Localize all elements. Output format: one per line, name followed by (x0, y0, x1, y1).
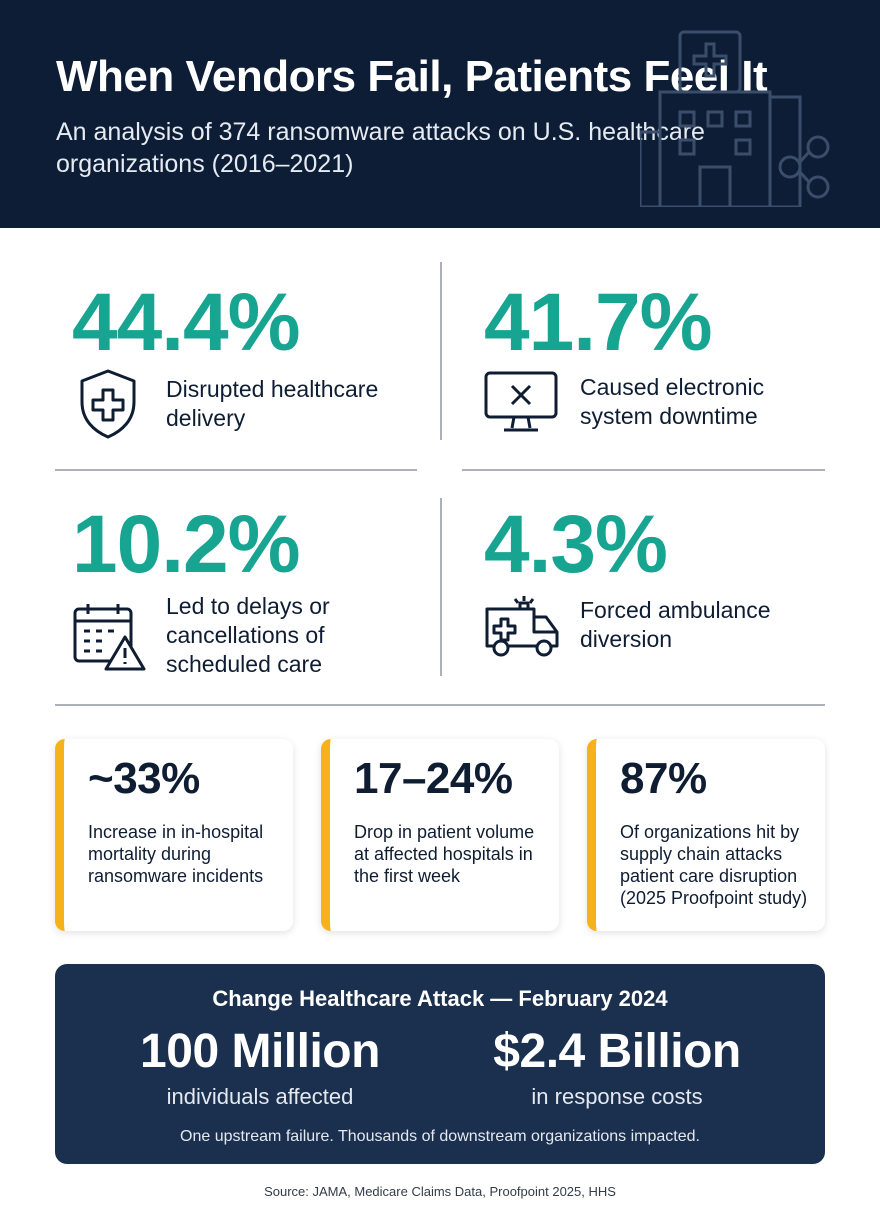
stat-value: 44.4% (72, 277, 301, 368)
divider-horizontal (462, 469, 825, 471)
divider-horizontal (55, 704, 825, 706)
stat-ambulance-diversion: 4.3% Forced ambulance diversion (484, 504, 824, 684)
divider-vertical (440, 262, 442, 440)
stat-label: Led to delays or cancellations of schedu… (166, 593, 330, 677)
ambulance-icon (485, 596, 559, 657)
shield-cross-icon (80, 369, 136, 439)
callout-left-label: individuals affected (166, 1084, 354, 1109)
card-text: Increase in in-hospital mortality during… (88, 822, 264, 886)
stat-label: Forced ambulance diversion (580, 597, 771, 652)
stat-label: Disrupted healthcare delivery (166, 376, 379, 431)
calendar-warning-icon (73, 603, 146, 670)
card-supply-chain: 87% Of organizations hit by supply chain… (587, 739, 825, 931)
card-value: 17–24% (354, 754, 513, 803)
callout-right-value: $2.4 Billion (493, 1025, 741, 1078)
divider-horizontal (55, 469, 417, 471)
stat-value: 4.3% (484, 499, 668, 590)
divider-vertical (440, 498, 442, 676)
card-mortality: ~33% Increase in in-hospital mortality d… (55, 739, 293, 931)
card-patient-volume: 17–24% Drop in patient volume at affecte… (321, 739, 559, 931)
stat-system-downtime: 41.7% Caused electronic system downtime (484, 282, 824, 442)
callout-individuals: 100 Million individuals affected (120, 1028, 400, 1110)
stat-value: 10.2% (72, 499, 301, 590)
card-text: Of organizations hit by supply chain att… (620, 822, 808, 908)
callout-left-value: 100 Million (140, 1025, 380, 1078)
callout-costs: $2.4 Billion in response costs (467, 1028, 767, 1110)
callout-footnote: One upstream failure. Thousands of downs… (180, 1128, 700, 1145)
stat-value: 41.7% (484, 277, 713, 368)
source-note: Source: JAMA, Medicare Claims Data, Proo… (264, 1184, 616, 1199)
stat-disrupted-delivery: 44.4% Disrupted healthcare delivery (72, 282, 432, 442)
page-title: When Vendors Fail, Patients Feel It (56, 52, 768, 101)
stat-delays-cancellations: 10.2% Led to delays or cancellations of … (72, 504, 432, 684)
callout-right-label: in response costs (531, 1084, 703, 1109)
change-healthcare-callout: Change Healthcare Attack — February 2024… (55, 964, 825, 1164)
card-value: 87% (620, 754, 707, 803)
card-text: Drop in patient volume at affected hospi… (354, 822, 535, 886)
callout-title: Change Healthcare Attack — February 2024 (212, 986, 668, 1011)
header-banner: When Vendors Fail, Patients Feel It An a… (0, 0, 880, 228)
hospital-network-icon (640, 30, 830, 207)
page-subtitle: An analysis of 374 ransomware attacks on… (56, 118, 705, 178)
card-value: ~33% (88, 754, 200, 803)
stat-label: Caused electronic system downtime (580, 374, 765, 429)
monitor-x-icon (484, 371, 558, 432)
